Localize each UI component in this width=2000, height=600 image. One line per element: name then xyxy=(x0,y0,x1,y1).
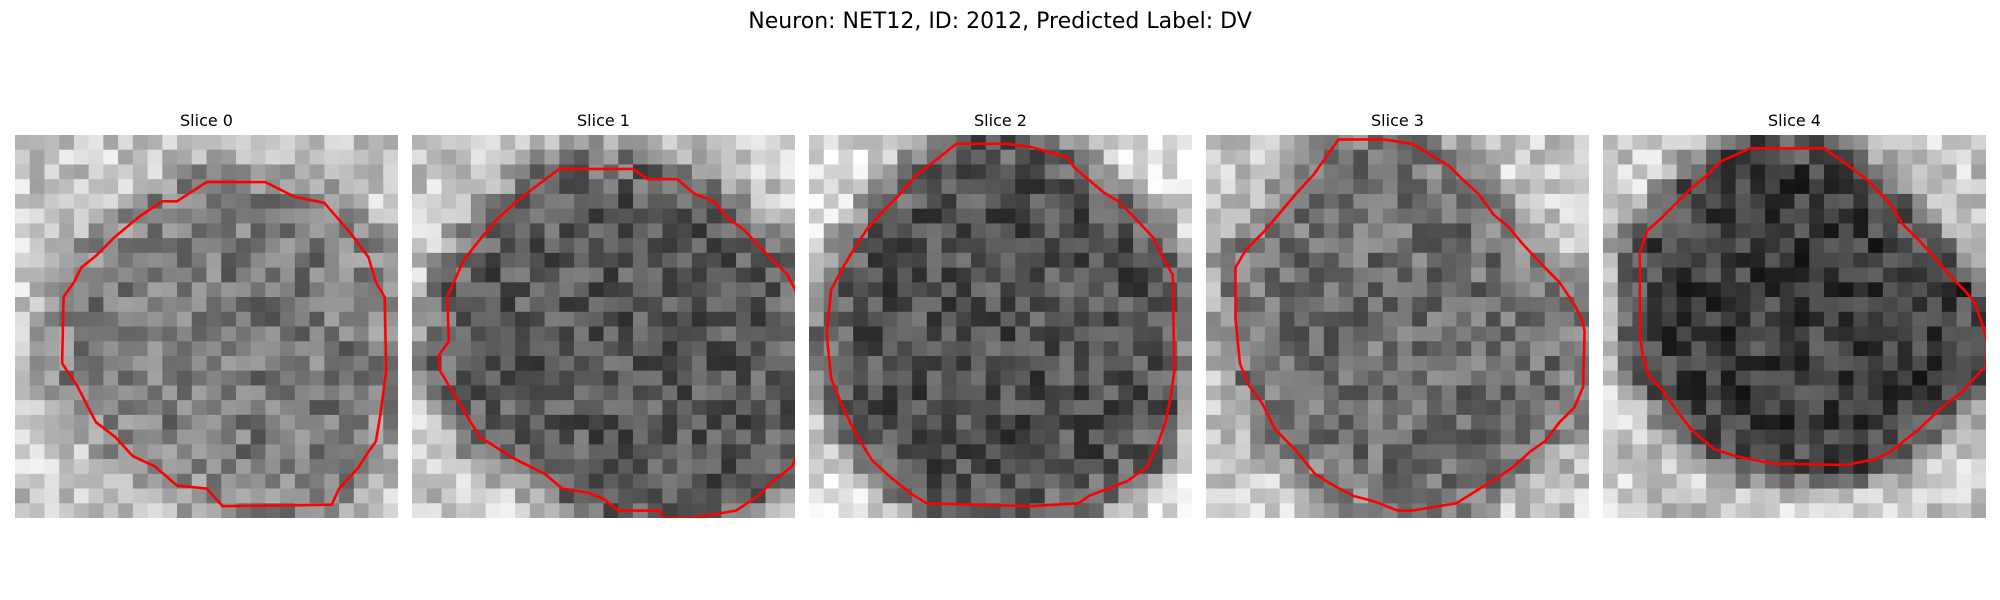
slice-title: Slice 3 xyxy=(1371,111,1424,130)
slice-image xyxy=(809,135,1192,518)
figure-title: Neuron: NET12, ID: 2012, Predicted Label… xyxy=(748,9,1252,34)
slice-image-svg xyxy=(809,135,1192,518)
slice-title: Slice 2 xyxy=(974,111,1027,130)
contour-outline xyxy=(1234,138,1586,512)
slice-title: Slice 0 xyxy=(180,111,233,130)
slice-panel-1: Slice 1 xyxy=(412,111,795,518)
slice-title: Slice 4 xyxy=(1768,111,1821,130)
slice-image xyxy=(15,135,398,518)
slice-image xyxy=(412,135,795,518)
slice-image-svg xyxy=(15,135,398,518)
slice-image-svg xyxy=(412,135,795,518)
slice-panel-4: Slice 4 xyxy=(1603,111,1986,518)
contour-outline xyxy=(437,167,795,518)
slice-image-svg xyxy=(1206,135,1589,518)
slice-panel-0: Slice 0 xyxy=(15,111,398,518)
slice-image xyxy=(1603,135,1986,518)
slice-image xyxy=(1206,135,1589,518)
slice-panel-3: Slice 3 xyxy=(1206,111,1589,518)
slice-title: Slice 1 xyxy=(577,111,630,130)
slice-image-svg xyxy=(1603,135,1986,518)
slice-panel-2: Slice 2 xyxy=(809,111,1192,518)
contour-outline xyxy=(60,180,388,508)
contour-outline xyxy=(1638,147,1986,467)
contour-outline xyxy=(825,142,1176,508)
